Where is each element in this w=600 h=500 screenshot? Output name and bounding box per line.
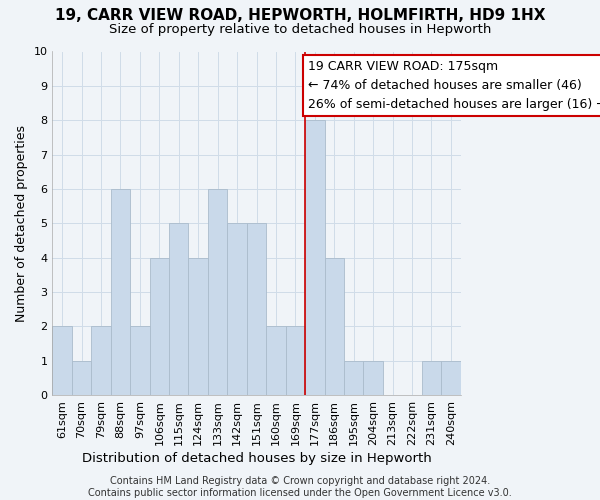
Bar: [305, 120, 325, 395]
Bar: [52, 326, 72, 395]
Bar: [325, 258, 344, 395]
Text: 19, CARR VIEW ROAD, HEPWORTH, HOLMFIRTH, HD9 1HX: 19, CARR VIEW ROAD, HEPWORTH, HOLMFIRTH,…: [55, 8, 545, 22]
Text: 19 CARR VIEW ROAD: 175sqm
← 74% of detached houses are smaller (46)
26% of semi-: 19 CARR VIEW ROAD: 175sqm ← 74% of detac…: [308, 60, 600, 111]
Bar: [72, 360, 91, 395]
Bar: [149, 258, 169, 395]
Bar: [169, 224, 188, 395]
Bar: [247, 224, 266, 395]
Bar: [227, 224, 247, 395]
Bar: [441, 360, 461, 395]
Bar: [208, 189, 227, 395]
X-axis label: Distribution of detached houses by size in Hepworth: Distribution of detached houses by size …: [82, 452, 431, 465]
Y-axis label: Number of detached properties: Number of detached properties: [15, 125, 28, 322]
Bar: [286, 326, 305, 395]
Bar: [344, 360, 364, 395]
Text: Size of property relative to detached houses in Hepworth: Size of property relative to detached ho…: [109, 22, 491, 36]
Bar: [130, 326, 149, 395]
Bar: [422, 360, 441, 395]
Text: Contains HM Land Registry data © Crown copyright and database right 2024.
Contai: Contains HM Land Registry data © Crown c…: [88, 476, 512, 498]
Bar: [266, 326, 286, 395]
Bar: [111, 189, 130, 395]
Bar: [364, 360, 383, 395]
Bar: [188, 258, 208, 395]
Bar: [91, 326, 111, 395]
